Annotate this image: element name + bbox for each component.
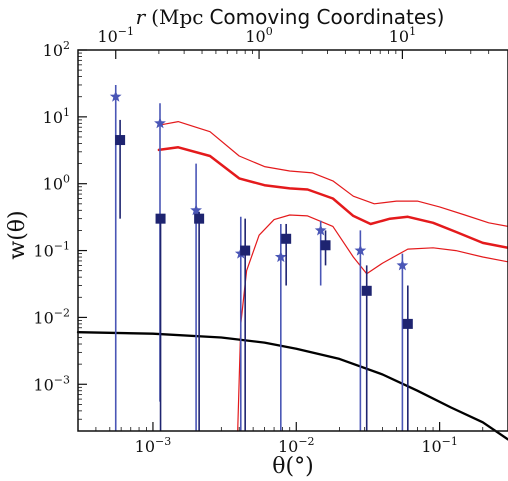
curve-model-mean bbox=[157, 146, 508, 250]
square-marker bbox=[194, 213, 205, 224]
star-marker bbox=[396, 259, 409, 271]
y-tick-label: 100 bbox=[43, 173, 70, 194]
curve-model-upper bbox=[158, 120, 508, 227]
star-marker bbox=[154, 117, 166, 129]
plot-frame bbox=[77, 49, 508, 432]
star-marker bbox=[354, 244, 367, 256]
x-tick-label: 10−3 bbox=[135, 435, 172, 456]
square-marker bbox=[155, 213, 166, 224]
top-axis-label: r (Mpc Comoving Coordinates) bbox=[136, 5, 445, 29]
y-tick-label: 10−2 bbox=[33, 306, 70, 327]
square-marker bbox=[361, 285, 372, 296]
curve-model-lower bbox=[237, 214, 508, 432]
top-tick-label: 101 bbox=[389, 25, 416, 46]
square-marker bbox=[320, 240, 331, 251]
data-points bbox=[109, 84, 413, 431]
star-marker bbox=[190, 204, 202, 216]
square-marker bbox=[402, 318, 413, 329]
x-axis-label: θ(°) bbox=[272, 454, 313, 479]
y-tick-label: 101 bbox=[43, 106, 70, 127]
top-tick-label: 10−1 bbox=[97, 25, 134, 46]
y-tick-label: 10−1 bbox=[33, 240, 70, 261]
y-tick-label: 102 bbox=[43, 39, 70, 60]
bottom-axis-ticks: 10−3 10−2 10−1 bbox=[95, 422, 508, 456]
star-marker bbox=[109, 90, 122, 102]
x-tick-label: 10−1 bbox=[421, 435, 458, 456]
square-marker bbox=[240, 245, 251, 256]
y-axis-label: w(θ) bbox=[5, 210, 30, 259]
star-marker bbox=[274, 250, 287, 263]
left-axis-ticks: 102 101 100 10−1 10−2 10−3 bbox=[33, 39, 87, 420]
model-curves bbox=[76, 120, 508, 441]
star-marker bbox=[314, 224, 327, 236]
square-marker bbox=[281, 233, 292, 244]
x-tick-label: 10−2 bbox=[278, 435, 315, 456]
top-tick-label: 100 bbox=[245, 25, 272, 46]
top-axis-ticks: 10−1 100 101 bbox=[97, 25, 490, 59]
curve-reference bbox=[76, 331, 508, 441]
y-tick-label: 10−3 bbox=[33, 373, 70, 394]
square-marker bbox=[115, 135, 126, 146]
